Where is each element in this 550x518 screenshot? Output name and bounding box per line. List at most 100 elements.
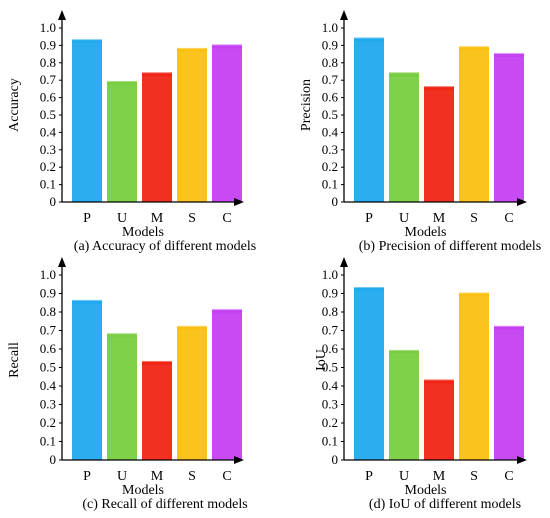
x-tick-label: M [151,211,164,226]
y-tick-label: 1.0 [322,20,338,35]
bar-cap-M [424,379,454,384]
y-tick-label: 0.2 [322,159,338,174]
bar-cap-P [72,299,102,304]
chart-panel-2: P U M S C 0 0.1 0.2 0.3 0.4 0.5 0.6 0.7 0.8 0.9 1.0 Mode… [299,10,541,254]
y-tick-label: 0.1 [40,434,56,449]
chart-panel-1: P U M S C 0 0.1 0.2 0.3 0.4 0.5 0.6 0.7 0.8 0.9 1.0 Mode… [7,10,256,254]
bar-C [212,310,242,460]
y-tick-label: 0.7 [322,323,339,338]
bar-cap-S [177,47,207,52]
y-tick-label: 0.8 [40,55,56,70]
bar-cap-U [107,80,137,85]
bar-cap-U [389,72,419,77]
y-tick-label: 0.7 [40,72,57,87]
bar-cap-S [459,46,489,51]
y-axis-arrow [58,10,66,20]
y-tick-label: 0.6 [322,341,339,356]
bar-cap-S [459,292,489,297]
y-tick-label: 0 [50,194,57,209]
y-tick-label: 0.4 [322,378,339,393]
y-tick-label: 0.5 [40,107,56,122]
x-axis-arrow [517,198,527,206]
y-axis-label: Precision [299,79,314,131]
x-tick-label: C [222,211,231,226]
chart-panel-4: P U M S C 0 0.1 0.2 0.3 0.4 0.5 0.6 0.7 0.8 0.9 1.0 Mode… [314,257,527,512]
y-tick-label: 0.7 [322,72,339,87]
bar-S [177,326,207,460]
bar-cap-M [142,72,172,77]
bar-U [389,350,419,460]
x-axis-arrow [234,198,244,206]
y-axis-label: IoU [314,349,329,371]
x-axis-arrow [517,456,527,464]
bar-M [142,73,172,203]
x-tick-label: M [433,469,446,484]
y-tick-label: 0.2 [40,415,56,430]
x-axis-label: Models [405,483,447,498]
y-tick-label: 0.4 [322,124,339,139]
y-axis-label: Accuracy [7,78,22,132]
y-tick-label: 0.6 [322,90,339,105]
y-axis-arrow [340,10,348,20]
chart-caption: (b) Precision of different models [359,239,541,254]
y-tick-label: 0.9 [322,286,338,301]
bar-cap-P [72,39,102,44]
bar-cap-M [142,360,172,365]
x-tick-label: S [470,211,478,226]
x-axis-label: Models [122,483,164,498]
y-tick-label: 0.3 [40,142,56,157]
y-tick-label: 0 [50,452,57,467]
bar-M [142,361,172,460]
y-tick-label: 0.4 [40,124,57,139]
y-tick-label: 0.9 [40,286,56,301]
y-axis-arrow [58,257,66,267]
y-tick-label: 0.2 [322,415,338,430]
y-tick-label: 0.9 [40,37,56,52]
bar-C [494,326,524,460]
x-tick-label: S [470,469,478,484]
y-tick-label: 1.0 [40,20,56,35]
x-tick-label: M [433,211,446,226]
chart-caption: (c) Recall of different models [82,497,247,512]
bar-C [494,54,524,202]
x-axis-label: Models [405,225,447,240]
bar-P [354,38,384,202]
x-tick-label: C [504,211,513,226]
bar-cap-U [107,333,137,338]
y-tick-label: 1.0 [322,267,338,282]
y-tick-label: 0.8 [322,55,338,70]
bar-cap-C [494,53,524,58]
bar-cap-C [494,325,524,330]
y-tick-label: 0.5 [322,107,338,122]
bar-S [459,293,489,460]
y-axis-label: Recall [7,342,22,378]
y-axis-arrow [340,257,348,267]
x-tick-label: S [188,469,196,484]
bar-cap-P [354,286,384,291]
x-tick-label: U [399,211,409,226]
bar-S [459,47,489,202]
y-tick-label: 0.3 [40,397,56,412]
x-axis-label: Models [122,225,164,240]
bar-cap-M [424,86,454,91]
y-tick-label: 0.1 [322,434,338,449]
x-axis-arrow [234,456,244,464]
bar-cap-S [177,325,207,330]
bar-U [389,73,419,203]
y-tick-label: 0.5 [322,360,338,375]
y-tick-label: 0.1 [322,177,338,192]
bar-M [424,87,454,202]
bar-U [107,81,137,202]
y-tick-label: 0.8 [40,304,56,319]
y-tick-label: 0.3 [322,142,338,157]
bar-P [354,287,384,460]
bar-cap-U [389,349,419,354]
x-tick-label: P [83,211,91,226]
bar-P [72,300,102,460]
y-tick-label: 0.1 [40,177,56,192]
x-tick-label: M [151,469,164,484]
bar-S [177,48,207,202]
bar-M [424,380,454,460]
x-tick-label: U [117,211,127,226]
